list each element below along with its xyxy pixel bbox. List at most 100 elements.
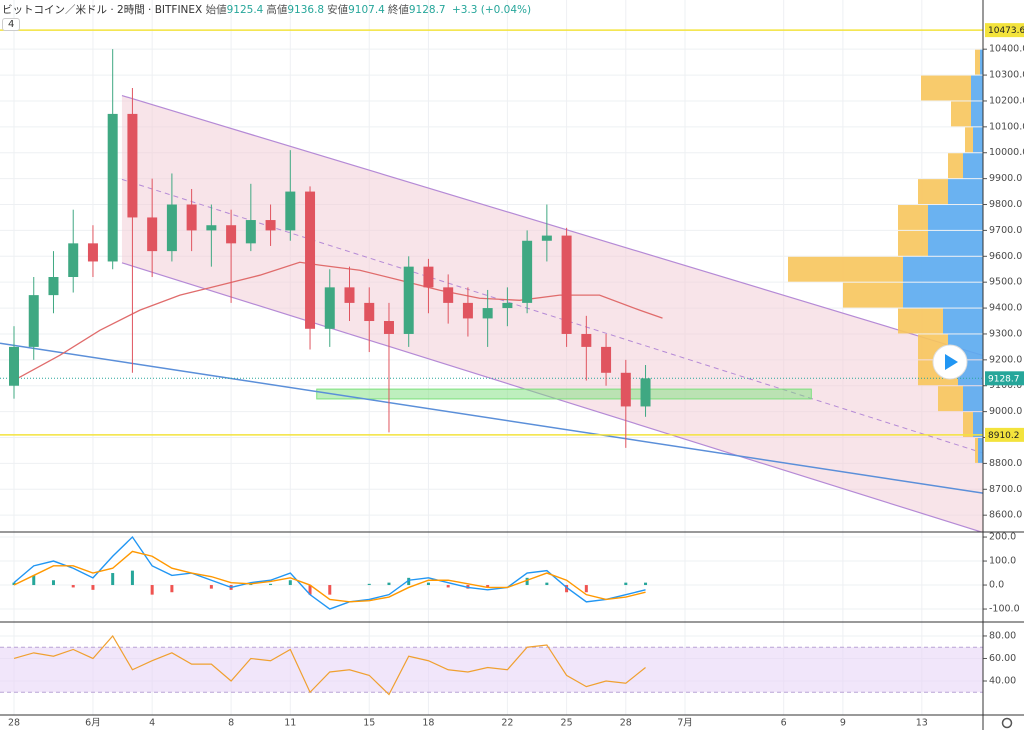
profile-up — [975, 49, 980, 75]
ohlc-value: 9107.4 — [348, 4, 385, 16]
rsi-band — [0, 647, 983, 693]
y-tick-label: 9600.0 — [989, 251, 1022, 262]
candle-body — [206, 225, 217, 231]
play-icon[interactable] — [945, 354, 958, 370]
y-tick-label: 200.0 — [989, 532, 1016, 543]
candle-body — [28, 295, 39, 347]
candle-body — [502, 302, 513, 309]
x-tick-label: 18 — [422, 718, 434, 729]
x-tick-label: 28 — [620, 718, 632, 729]
y-tick-label: 10000.0 — [989, 147, 1024, 158]
y-tick-label: 9900.0 — [989, 173, 1022, 184]
price-label-box — [985, 371, 1024, 386]
channel-fill — [121, 95, 983, 532]
profile-up — [975, 438, 978, 463]
candle-body — [443, 287, 454, 303]
header: ビットコイン／米ドル · 2時間 · BITFINEX 始値9125.4 高値91… — [2, 2, 534, 17]
y-tick-label: 80.00 — [989, 630, 1016, 641]
candle-body — [127, 113, 138, 218]
candle-body — [245, 220, 256, 244]
y-tick-label: 40.00 — [989, 675, 1016, 686]
settings-button[interactable] — [1001, 717, 1013, 729]
x-tick-label: 6 — [781, 718, 787, 729]
candle-body — [9, 346, 20, 386]
histogram-bar — [51, 580, 55, 586]
histogram-bar — [32, 575, 36, 586]
histogram-bar — [170, 585, 174, 593]
y-tick-label: 9800.0 — [989, 199, 1022, 210]
y-tick-label: 9300.0 — [989, 328, 1022, 339]
histogram-bar — [644, 582, 648, 586]
profile-up — [963, 412, 973, 438]
profile-down — [971, 75, 983, 101]
y-tick-label: 0.0 — [989, 580, 1004, 591]
profile-up — [948, 153, 963, 179]
x-tick-label: 13 — [916, 718, 928, 729]
candle-body — [344, 287, 355, 303]
histogram-bar — [308, 585, 312, 595]
histogram-bar — [91, 585, 95, 590]
rsi-line — [13, 634, 646, 696]
histogram-bar — [446, 585, 450, 588]
indicator-toggle[interactable]: 4 — [2, 18, 21, 31]
candle-body — [482, 308, 493, 319]
x-tick-label: 25 — [561, 718, 573, 729]
candle-body — [541, 235, 552, 241]
x-tick-label: 7月 — [677, 718, 693, 729]
y-tick-label: 9100.0 — [989, 380, 1022, 391]
y-tick-label: 9700.0 — [989, 225, 1022, 236]
candle-body — [324, 287, 335, 329]
price-label: 9128.7 — [988, 374, 1020, 384]
trend-line — [0, 342, 983, 494]
candle-body — [166, 204, 177, 252]
y-tick-label: 100.0 — [989, 556, 1016, 567]
histogram-bar — [328, 585, 332, 595]
candle-body — [87, 243, 98, 262]
profile-down — [903, 256, 983, 282]
play-button[interactable] — [932, 344, 968, 380]
profile-down — [928, 230, 983, 256]
ohlc-label: 安値 — [327, 4, 349, 16]
histogram-bar — [111, 573, 115, 586]
macd-line — [13, 550, 646, 603]
y-tick-label: 10100.0 — [989, 121, 1024, 132]
candle-body — [601, 346, 612, 373]
profile-up — [965, 127, 973, 153]
profile-down — [943, 308, 983, 334]
price-label: 8910.2 — [988, 431, 1020, 441]
y-tick-label: 9500.0 — [989, 277, 1022, 288]
histogram-bar — [71, 585, 75, 588]
candle-body — [265, 220, 276, 231]
x-tick-label: 15 — [363, 718, 375, 729]
x-tick-label: 22 — [501, 718, 513, 729]
y-tick-label: 10300.0 — [989, 70, 1024, 81]
macd-line — [13, 535, 646, 610]
y-tick-label: -100.0 — [989, 604, 1020, 615]
x-tick-label: 6月 — [85, 718, 101, 729]
profile-down — [963, 386, 983, 412]
profile-down — [903, 282, 983, 308]
profile-up — [938, 386, 963, 412]
histogram-bar — [209, 585, 213, 589]
y-tick-label: 8600.0 — [989, 510, 1022, 521]
y-tick-label: 8700.0 — [989, 484, 1022, 495]
profile-down — [978, 438, 983, 463]
candle-body — [68, 243, 79, 278]
candle-body — [462, 302, 473, 319]
profile-up — [898, 230, 928, 256]
candle-body — [561, 235, 572, 334]
y-tick-label: 9400.0 — [989, 303, 1022, 314]
zone — [316, 388, 812, 400]
histogram-bar — [407, 577, 411, 586]
candle-body — [620, 372, 631, 407]
candle-body — [423, 266, 434, 288]
channel-upper — [121, 94, 983, 357]
candle-body — [147, 217, 158, 252]
y-tick-label: 10400.0 — [989, 44, 1024, 55]
histogram-bar — [12, 582, 16, 586]
histogram-bar — [130, 570, 134, 586]
candle-body — [364, 302, 375, 322]
gear-icon[interactable] — [1001, 717, 1013, 729]
y-tick-label: 9200.0 — [989, 354, 1022, 365]
